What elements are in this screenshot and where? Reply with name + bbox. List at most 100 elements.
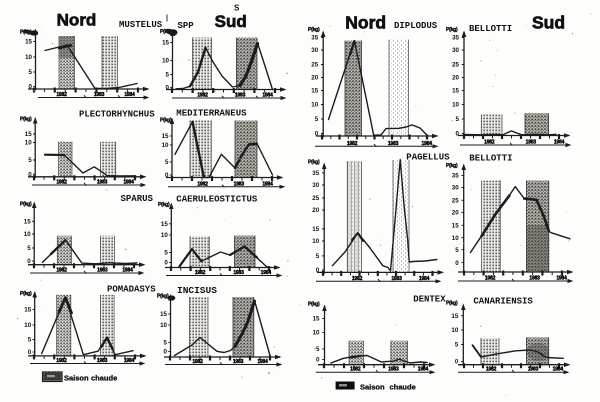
svg-text:1984: 1984 <box>422 141 433 147</box>
svg-text:1982: 1982 <box>347 141 358 147</box>
svg-text:Sud: Sud <box>532 13 565 33</box>
svg-text:0: 0 <box>316 357 320 364</box>
svg-text:20: 20 <box>312 207 319 214</box>
svg-text:35: 35 <box>311 35 318 42</box>
svg-text:1983: 1983 <box>97 180 108 186</box>
svg-text:BELLOTTI: BELLOTTI <box>469 153 512 163</box>
svg-text:10: 10 <box>162 142 169 149</box>
svg-text:P(kg): P(kg) <box>446 163 458 169</box>
svg-text:5: 5 <box>456 116 460 123</box>
svg-text:30: 30 <box>311 47 318 54</box>
svg-text:1983: 1983 <box>526 140 537 146</box>
svg-text:1984: 1984 <box>257 359 268 365</box>
svg-text:15: 15 <box>25 39 32 46</box>
svg-text:1982: 1982 <box>56 358 67 364</box>
svg-text:1983: 1983 <box>388 367 399 373</box>
svg-text:0: 0 <box>456 131 460 138</box>
svg-text:10: 10 <box>452 102 459 109</box>
svg-text:5: 5 <box>316 253 320 260</box>
svg-text:SPP: SPP <box>178 21 195 31</box>
svg-text:P(kg): P(kg) <box>158 202 170 208</box>
svg-text:5: 5 <box>28 157 32 164</box>
svg-text:1982: 1982 <box>486 367 497 373</box>
svg-text:MEDITERRANEUS: MEDITERRANEUS <box>176 109 247 119</box>
svg-text:PAGELLUS: PAGELLUS <box>406 152 450 162</box>
svg-text:1983: 1983 <box>388 141 399 147</box>
svg-text:DIPLODUS: DIPLODUS <box>394 21 438 31</box>
svg-text:1983: 1983 <box>94 92 105 98</box>
svg-text:0: 0 <box>164 349 168 356</box>
svg-text:10: 10 <box>311 102 318 109</box>
svg-text:P(kg): P(kg) <box>20 291 32 297</box>
svg-text:Nord: Nord <box>345 13 386 33</box>
svg-text:5: 5 <box>455 247 459 254</box>
svg-text:0: 0 <box>164 260 168 267</box>
svg-text:25: 25 <box>312 195 319 202</box>
svg-text:P(kg): P(kg) <box>308 27 320 33</box>
svg-text:0: 0 <box>316 267 320 274</box>
svg-text:30: 30 <box>452 185 459 192</box>
svg-text:1983: 1983 <box>529 276 540 282</box>
svg-text:20: 20 <box>452 210 459 217</box>
svg-text:10: 10 <box>451 327 458 334</box>
svg-text:15: 15 <box>161 221 168 228</box>
svg-text:1982: 1982 <box>56 92 67 98</box>
svg-text:0: 0 <box>29 84 33 91</box>
svg-text:1983: 1983 <box>528 367 539 373</box>
svg-text:1984: 1984 <box>419 276 430 282</box>
svg-text:1982: 1982 <box>350 367 361 373</box>
svg-text:10: 10 <box>25 140 32 147</box>
svg-text:25: 25 <box>311 62 318 69</box>
svg-text:1983: 1983 <box>97 268 108 274</box>
svg-text:P(kg): P(kg) <box>20 117 32 123</box>
svg-text:25: 25 <box>452 198 459 205</box>
svg-text:10: 10 <box>313 330 320 337</box>
svg-text:15: 15 <box>162 40 169 47</box>
svg-text:CAERULEOSTICTUS: CAERULEOSTICTUS <box>176 194 258 204</box>
svg-text:1983: 1983 <box>391 276 402 282</box>
svg-text:15: 15 <box>452 88 459 95</box>
svg-text:0: 0 <box>28 349 32 356</box>
svg-text:1983: 1983 <box>233 270 244 276</box>
svg-text:1983: 1983 <box>97 358 108 364</box>
svg-text:1984: 1984 <box>418 367 429 373</box>
svg-text:10: 10 <box>160 322 167 329</box>
svg-text:DENTEX: DENTEX <box>413 295 446 305</box>
svg-text:5: 5 <box>29 69 33 76</box>
svg-text:S: S <box>234 4 240 13</box>
svg-text:0: 0 <box>27 258 31 265</box>
svg-text:15: 15 <box>24 219 31 226</box>
svg-text:15: 15 <box>313 316 320 323</box>
svg-text:10: 10 <box>24 231 31 238</box>
svg-text:Saison: Saison <box>64 374 89 383</box>
svg-text:P(kg): P(kg) <box>308 160 320 166</box>
svg-text:5: 5 <box>27 245 31 252</box>
svg-text:5: 5 <box>316 346 320 353</box>
svg-text:10: 10 <box>161 232 168 239</box>
svg-text:35: 35 <box>452 35 459 42</box>
svg-text:CANARIENSIS: CANARIENSIS <box>473 296 533 306</box>
svg-text:1984: 1984 <box>554 140 565 146</box>
svg-text:Sud: Sud <box>215 12 247 31</box>
svg-text:MUSTELUS: MUSTELUS <box>119 20 163 30</box>
svg-text:10: 10 <box>25 54 32 61</box>
svg-text:P(kg): P(kg) <box>446 27 458 33</box>
svg-text:0: 0 <box>166 85 170 92</box>
svg-text:1982: 1982 <box>197 93 208 99</box>
svg-text:1984: 1984 <box>124 358 135 364</box>
svg-text:INCISUS: INCISUS <box>177 285 217 296</box>
svg-text:1982: 1982 <box>484 140 495 146</box>
svg-text:20: 20 <box>452 75 459 82</box>
svg-text:1982: 1982 <box>197 181 208 187</box>
svg-text:20: 20 <box>311 75 318 82</box>
svg-text:1982: 1982 <box>56 268 67 274</box>
svg-text:15: 15 <box>162 133 169 140</box>
svg-text:1983: 1983 <box>234 181 245 187</box>
svg-text:1982: 1982 <box>192 359 203 365</box>
svg-text:5: 5 <box>28 337 32 344</box>
svg-text:5: 5 <box>315 116 319 123</box>
svg-text:10: 10 <box>24 322 31 329</box>
svg-text:15: 15 <box>451 313 458 320</box>
svg-text:10: 10 <box>162 58 169 65</box>
svg-text:1984: 1984 <box>556 276 567 282</box>
